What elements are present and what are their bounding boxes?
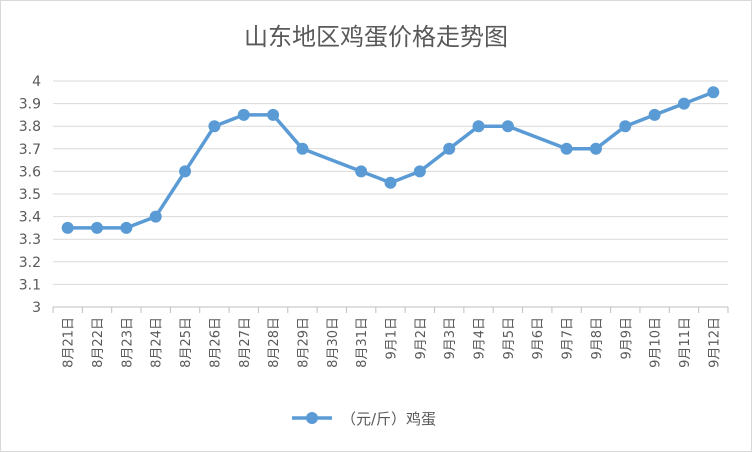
x-tick-label: 9月7日 bbox=[561, 317, 576, 360]
data-point bbox=[413, 165, 426, 178]
data-point bbox=[472, 120, 485, 133]
x-tick-label: 9月6日 bbox=[531, 317, 546, 360]
x-tick-label: 8月21日 bbox=[62, 317, 77, 368]
x-tick-label: 8月31日 bbox=[355, 317, 370, 368]
data-point bbox=[120, 221, 133, 234]
y-tick-label: 3.8 bbox=[19, 119, 41, 135]
x-tick-label: 8月25日 bbox=[179, 317, 194, 368]
x-tick-label: 9月5日 bbox=[502, 317, 517, 360]
x-tick-label: 9月12日 bbox=[707, 317, 722, 368]
x-axis-tick-labels: 8月21日 8月22日 8月23日 8月24日 8月25日 8月26日 8月27日 8月28日… bbox=[62, 317, 723, 368]
x-tick-label: 8月27日 bbox=[238, 317, 253, 368]
x-tick-label: 9月1日 bbox=[385, 317, 400, 360]
x-tick-label: 9月4日 bbox=[473, 317, 488, 360]
x-tick-label: 8月24日 bbox=[150, 317, 165, 368]
data-point bbox=[61, 221, 74, 234]
y-axis-tick-labels: 3 3.1 3.2 3.3 3.4 3.5 3.6 3.7 3.8 3.9 4 bbox=[19, 74, 41, 316]
x-tick-label: 8月30日 bbox=[326, 317, 341, 368]
y-tick-label: 3.9 bbox=[19, 97, 41, 113]
gridlines bbox=[53, 80, 728, 285]
y-tick-label: 3.2 bbox=[19, 255, 41, 271]
x-tick-label: 8月23日 bbox=[120, 317, 135, 368]
y-tick-label: 3.6 bbox=[19, 164, 41, 180]
data-point bbox=[560, 142, 573, 155]
data-point bbox=[707, 86, 720, 99]
data-point bbox=[208, 120, 221, 133]
data-point bbox=[355, 165, 368, 178]
y-tick-label: 4 bbox=[32, 74, 41, 90]
series-line bbox=[67, 90, 714, 230]
y-tick-label: 3.4 bbox=[19, 210, 41, 226]
x-tick-label: 8月28日 bbox=[267, 317, 282, 368]
x-tick-label: 8月29日 bbox=[296, 317, 311, 368]
data-point bbox=[179, 165, 192, 178]
legend: （元/斤）鸡蛋 bbox=[292, 410, 436, 428]
legend-marker bbox=[306, 412, 318, 424]
y-tick-label: 3.7 bbox=[19, 142, 41, 158]
data-point bbox=[267, 108, 280, 121]
x-tick-label: 9月11日 bbox=[678, 317, 693, 368]
data-point bbox=[589, 142, 602, 155]
x-tick-label: 9月3日 bbox=[443, 317, 458, 360]
data-point bbox=[384, 176, 397, 189]
data-point bbox=[237, 108, 250, 121]
data-point bbox=[501, 120, 514, 133]
chart-title: 山东地区鸡蛋价格走势图 bbox=[244, 23, 508, 51]
x-tick-label: 9月8日 bbox=[590, 317, 605, 360]
data-point bbox=[91, 221, 104, 234]
x-tick-label: 8月26日 bbox=[208, 317, 223, 368]
x-tick-label: 9月9日 bbox=[619, 317, 634, 360]
x-axis bbox=[52, 306, 729, 313]
data-point bbox=[149, 210, 162, 223]
y-tick-label: 3 bbox=[32, 300, 41, 316]
data-point bbox=[443, 142, 456, 155]
data-point bbox=[648, 108, 661, 121]
x-tick-label: 9月2日 bbox=[414, 317, 429, 360]
series-layer bbox=[61, 86, 720, 234]
legend-label: （元/斤）鸡蛋 bbox=[341, 410, 436, 428]
x-tick-label: 8月22日 bbox=[91, 317, 106, 368]
y-tick-label: 3.3 bbox=[19, 232, 41, 248]
y-tick-label: 3.5 bbox=[19, 187, 41, 203]
data-point bbox=[296, 142, 309, 155]
y-tick-label: 3.1 bbox=[19, 277, 41, 293]
x-tick-label: 9月10日 bbox=[649, 317, 664, 368]
data-point bbox=[677, 97, 690, 110]
data-point bbox=[619, 120, 632, 133]
